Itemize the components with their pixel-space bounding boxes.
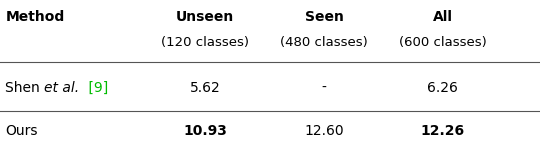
Text: 10.93: 10.93 xyxy=(183,124,227,138)
Text: Shen: Shen xyxy=(5,81,43,95)
Text: Method: Method xyxy=(5,10,65,24)
Text: Ours: Ours xyxy=(5,124,38,138)
Text: Unseen: Unseen xyxy=(176,10,234,24)
Text: et al.: et al. xyxy=(44,81,79,95)
Text: (120 classes): (120 classes) xyxy=(161,36,249,49)
Text: 12.60: 12.60 xyxy=(304,124,344,138)
Text: 5.62: 5.62 xyxy=(190,81,220,95)
Text: (480 classes): (480 classes) xyxy=(280,36,368,49)
Text: Seen: Seen xyxy=(305,10,343,24)
Text: 12.26: 12.26 xyxy=(421,124,465,138)
Text: All: All xyxy=(433,10,453,24)
Text: [9]: [9] xyxy=(84,81,108,95)
Text: 6.26: 6.26 xyxy=(427,81,458,95)
Text: (600 classes): (600 classes) xyxy=(399,36,487,49)
Text: -: - xyxy=(321,81,327,95)
